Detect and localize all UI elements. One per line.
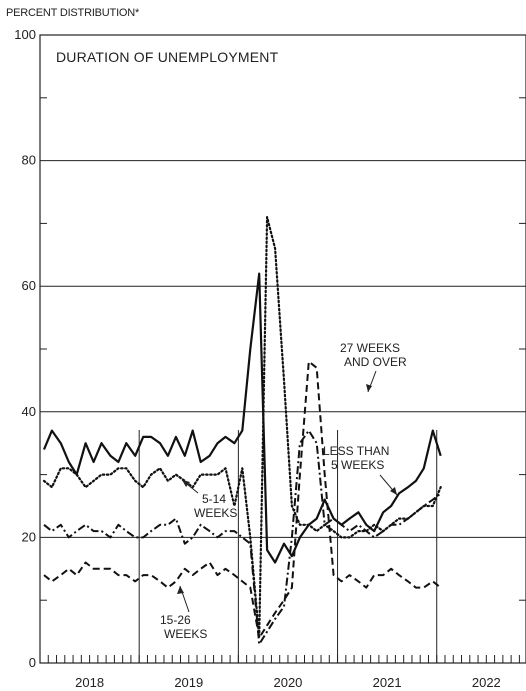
x-tick-label: 2022: [472, 675, 501, 690]
x-tick-label: 2019: [174, 675, 203, 690]
annotation-15-26-weeks-arrowhead: [177, 586, 184, 594]
gridlines: [40, 97, 526, 663]
series-line-2: [43, 429, 442, 646]
y-axis-label: PERCENT DISTRIBUTION*: [6, 7, 140, 19]
y-tick-label: 40: [22, 404, 36, 419]
y-tick-label: 60: [22, 278, 36, 293]
annotation-5-14-weeks-arrowhead: [182, 480, 190, 487]
x-tick-label: 2018: [75, 675, 104, 690]
annotation-27-weeks-arrowhead: [366, 384, 372, 392]
series-line-1: [42, 216, 442, 639]
annotation-27-weeks-line2: AND OVER: [344, 355, 407, 369]
annotation-5-14-weeks-line1: 5-14: [202, 492, 226, 506]
series-lines: [42, 216, 442, 646]
y-tick-label: 80: [22, 153, 36, 168]
chart-title: DURATION OF UNEMPLOYMENT: [56, 49, 279, 65]
y-tick-label: 20: [22, 529, 36, 544]
y-tick-label: 100: [14, 27, 36, 42]
x-ticks: 2018 2019 2020 2021 2022: [75, 675, 501, 690]
x-tick-label: 2021: [373, 675, 402, 690]
annotation-less-than-5-weeks-line2: 5 WEEKS: [331, 458, 384, 472]
annotation-5-14-weeks: 5-14 WEEKS: [181, 479, 237, 520]
plot-frame: [39, 34, 526, 664]
annotation-27-weeks-line1: 27 WEEKS: [340, 341, 400, 355]
x-tick-label: 2020: [273, 675, 302, 690]
series-line-3: [43, 360, 442, 639]
y-ticks: 0 20 40 60 80 100: [14, 27, 36, 670]
annotation-15-26-weeks-line2: WEEKS: [164, 627, 207, 641]
annotation-27-weeks: 27 WEEKS AND OVER: [340, 341, 407, 393]
y-tick-label: 0: [29, 655, 36, 670]
annotation-15-26-weeks-line1: 15-26: [160, 613, 191, 627]
annotation-less-than-5-weeks-arrowhead: [390, 487, 397, 495]
annotation-less-than-5-weeks-line1: LESS THAN: [323, 444, 389, 458]
annotation-less-than-5-weeks: LESS THAN 5 WEEKS: [323, 444, 398, 496]
annotation-5-14-weeks-line2: WEEKS: [194, 506, 237, 520]
series-line-0: [42, 272, 442, 564]
annotation-15-26-weeks: 15-26 WEEKS: [160, 585, 207, 641]
